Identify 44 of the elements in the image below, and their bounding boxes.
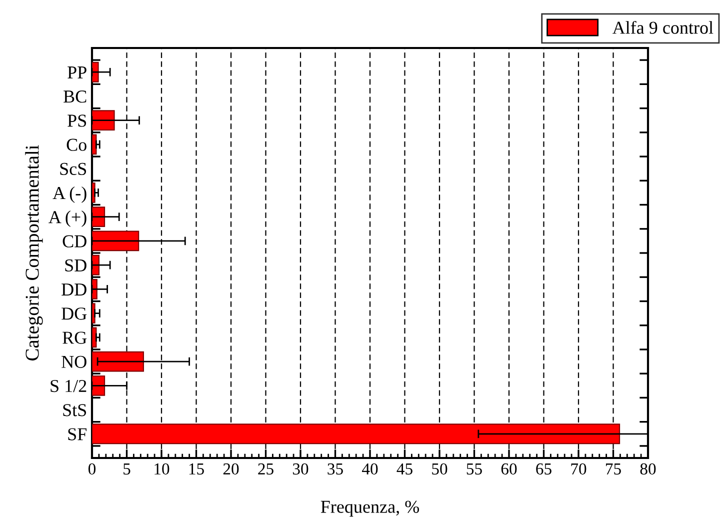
bar (92, 230, 140, 252)
bar (92, 110, 115, 131)
x-tick-label: 60 (501, 463, 517, 475)
y-tick-label: SF (68, 428, 86, 440)
x-tick-label: 65 (536, 463, 552, 475)
x-tick-label: 75 (606, 464, 621, 475)
x-tick-label: 80 (640, 463, 656, 475)
y-tick-label: SD (65, 259, 86, 272)
legend-label: Alfa 9 control (612, 20, 714, 34)
x-tick-label: 45 (396, 463, 412, 475)
bar (92, 351, 144, 372)
x-tick-label: 20 (223, 463, 239, 475)
bar (92, 327, 97, 348)
bar (92, 375, 106, 396)
y-tick-label: DD (62, 284, 86, 296)
y-tick-label: NO (62, 356, 86, 368)
x-tick-label: 40 (362, 463, 378, 475)
x-tick-label: 30 (292, 463, 308, 475)
y-tick-label: BC (64, 90, 86, 103)
y-tick-label: ScS (60, 162, 86, 176)
y-tick-label: Co (66, 138, 86, 151)
x-tick-label: 0 (88, 463, 96, 475)
y-tick-label: DG (62, 308, 87, 320)
y-tick-label: A (-) (52, 186, 86, 203)
x-axis-title: Frequenza, % (320, 500, 420, 517)
y-tick-label: PS (68, 114, 86, 127)
x-tick-label: 25 (258, 463, 274, 475)
y-tick-label: StS (63, 404, 86, 416)
x-tick-label: 5 (124, 464, 130, 475)
x-tick-label: 55 (466, 464, 482, 475)
y-tick-label: CD (62, 235, 86, 248)
bar (92, 206, 106, 228)
y-axis-title: Categorie Comportamentali (25, 145, 43, 360)
x-tick-label: 50 (432, 463, 448, 475)
x-tick-label: 35 (328, 463, 343, 475)
y-tick-label: A (+) (48, 210, 86, 227)
y-tick-label: RG (62, 332, 87, 344)
x-tick-label: 70 (571, 463, 586, 475)
bar (92, 134, 97, 155)
y-tick-label: PP (68, 66, 86, 78)
bar (92, 424, 620, 444)
x-tick-label: 10 (154, 463, 170, 475)
x-tick-label: 15 (189, 463, 204, 475)
y-tick-label: S 1/2 (50, 380, 86, 392)
